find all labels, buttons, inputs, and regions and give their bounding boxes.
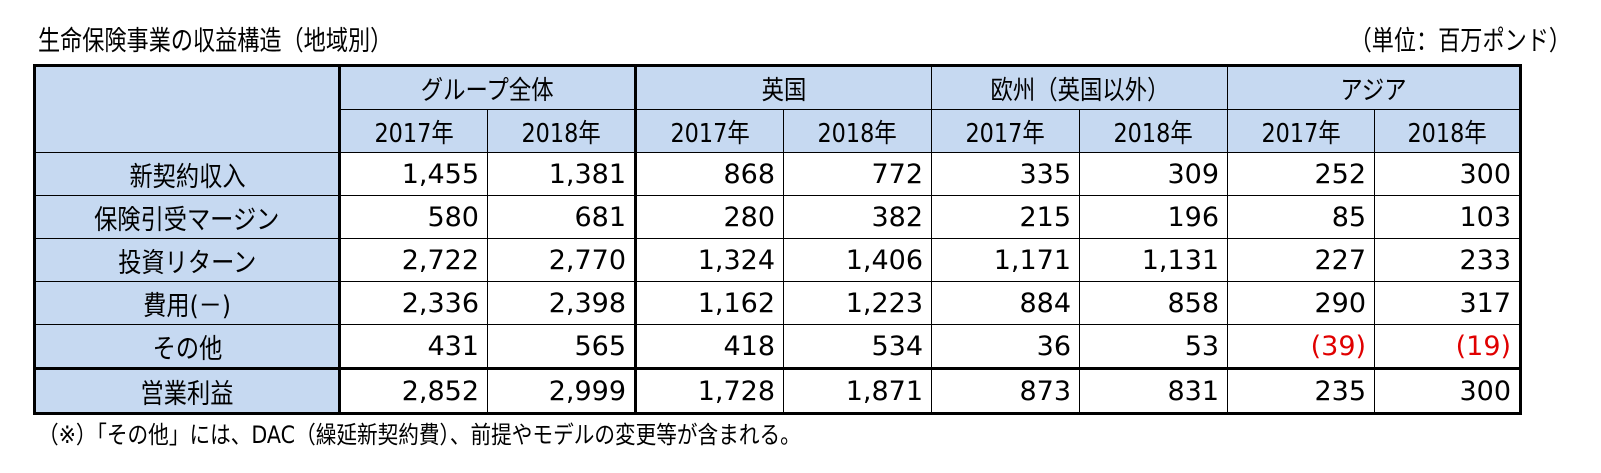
table-cell: 317	[1374, 281, 1522, 325]
year-header-cell: 2018年	[486, 109, 637, 153]
table-row-total: 営業利益 2,852 2,999 1,728 1,871 873 831 235…	[34, 367, 1522, 414]
header-row-years: 2017年 2018年 2017年 2018年 2017年 2018年 2017…	[35, 109, 1522, 153]
table-cell: 1,728	[634, 367, 785, 414]
table-cell: 2,999	[486, 367, 637, 414]
table-cell: 300	[1374, 367, 1522, 414]
year-header-cell: 2018年	[1079, 109, 1229, 153]
year-header-cell: 2018年	[1374, 109, 1522, 153]
row-label: その他	[152, 333, 222, 365]
table-cell: 681	[486, 195, 637, 239]
year-header-cell: 2017年	[338, 109, 488, 153]
table-cell: 418	[634, 324, 785, 369]
table-cell: 2,770	[486, 238, 637, 282]
year-header: 2017年	[670, 118, 750, 149]
row-label: 投資リターン	[117, 247, 257, 279]
table-row: その他 431 565 418 534 36 53 (39) (19)	[34, 324, 1522, 369]
table-cell: 382	[783, 195, 933, 239]
table-cell: 873	[931, 367, 1081, 414]
table-cell: 280	[634, 195, 785, 239]
group-header-cell: グループ全体	[337, 65, 637, 110]
header-row-groups: グループ全体 英国 欧州（英国以外） アジア	[34, 65, 1522, 153]
table-cell: 85	[1227, 195, 1376, 239]
year-header: 2018年	[521, 118, 601, 149]
table-cell: 196	[1079, 195, 1229, 239]
table-cell: 1,223	[783, 281, 933, 325]
year-header: 2017年	[374, 118, 454, 149]
table-cell: 309	[1079, 152, 1229, 196]
table-cell: 2,852	[338, 367, 488, 414]
table-cell: 868	[634, 152, 785, 196]
table-cell: 36	[931, 324, 1081, 369]
unit-label: （単位：百万ポンド）	[1349, 26, 1571, 57]
row-label: 新契約収入	[128, 161, 246, 193]
table-row: 保険引受マージン 580 681 280 382 215 196 85 103	[34, 195, 1522, 239]
row-label: 費用(－)	[143, 290, 231, 322]
page-title: 生命保険事業の収益構造（地域別）	[38, 26, 393, 57]
table-cell: 252	[1227, 152, 1376, 196]
row-label-cell: 費用(－)	[34, 281, 340, 325]
year-header: 2018年	[1113, 118, 1194, 149]
table-cell: 1,455	[338, 152, 488, 196]
table-row: 費用(－) 2,336 2,398 1,162 1,223 884 858 29…	[34, 281, 1522, 325]
table-cell: 227	[1227, 238, 1376, 282]
row-label-cell: 新契約収入	[34, 152, 340, 196]
header-corner-cell	[34, 65, 340, 153]
table-cell: 580	[338, 195, 488, 239]
row-label-cell: 投資リターン	[34, 238, 340, 282]
table-cell: 534	[783, 324, 933, 369]
table-cell: 431	[338, 324, 488, 369]
group-header-cell: 英国	[634, 65, 933, 110]
table-cell: 103	[1374, 195, 1522, 239]
year-header-cell: 2017年	[931, 109, 1081, 153]
table-cell: 1,162	[634, 281, 785, 325]
table-row: 投資リターン 2,722 2,770 1,324 1,406 1,171 1,1…	[34, 238, 1522, 282]
row-label-cell: 保険引受マージン	[34, 195, 340, 239]
year-header-cell: 2017年	[1227, 109, 1376, 153]
table-cell: 1,871	[783, 367, 933, 414]
year-header: 2018年	[1407, 118, 1487, 149]
group-header-cell: アジア	[1227, 65, 1522, 110]
table-cell: 290	[1227, 281, 1376, 325]
table-cell: 1,324	[634, 238, 785, 282]
row-label-cell: その他	[34, 324, 340, 369]
table-cell: 215	[931, 195, 1081, 239]
table-cell: 1,171	[931, 238, 1081, 282]
table-cell: 2,722	[338, 238, 488, 282]
table-cell: 2,398	[486, 281, 637, 325]
table-cell-negative: (39)	[1227, 324, 1376, 369]
table-cell-negative: (19)	[1374, 324, 1522, 369]
table-row: 新契約収入 1,455 1,381 868 772 335 309 252 30…	[34, 152, 1522, 196]
table-cell: 233	[1374, 238, 1522, 282]
group-header: 英国	[761, 75, 807, 106]
group-header: グループ全体	[421, 75, 554, 106]
table-cell: 1,131	[1079, 238, 1229, 282]
year-header: 2018年	[817, 118, 898, 149]
row-label: 営業利益	[140, 378, 234, 410]
footnote: （※）「その他」には、DAC（繰延新契約費）、前提やモデルの変更等が含まれる。	[38, 421, 801, 449]
table-cell: 884	[931, 281, 1081, 325]
table-cell: 2,336	[338, 281, 488, 325]
row-label: 保険引受マージン	[94, 204, 280, 236]
table-cell: 1,381	[486, 152, 637, 196]
group-header: アジア	[1340, 75, 1407, 106]
group-header-cell: 欧州（英国以外）	[931, 65, 1229, 110]
table-cell: 772	[783, 152, 933, 196]
table-cell: 235	[1227, 367, 1376, 414]
year-header: 2017年	[1261, 118, 1341, 149]
table-cell: 53	[1079, 324, 1229, 369]
table-cell: 858	[1079, 281, 1229, 325]
group-header: 欧州（英国以外）	[990, 75, 1169, 106]
year-header: 2017年	[965, 118, 1046, 149]
table-cell: 300	[1374, 152, 1522, 196]
table-cell: 565	[486, 324, 637, 369]
profit-structure-table: グループ全体 英国 欧州（英国以外） アジア 2017年 2018年 2017年…	[33, 64, 1523, 415]
row-label-cell: 営業利益	[34, 367, 340, 414]
table-cell: 831	[1079, 367, 1229, 414]
table-cell: 1,406	[783, 238, 933, 282]
year-header-cell: 2017年	[634, 109, 785, 153]
table-cell: 335	[931, 152, 1081, 196]
year-header-cell: 2018年	[783, 109, 933, 153]
